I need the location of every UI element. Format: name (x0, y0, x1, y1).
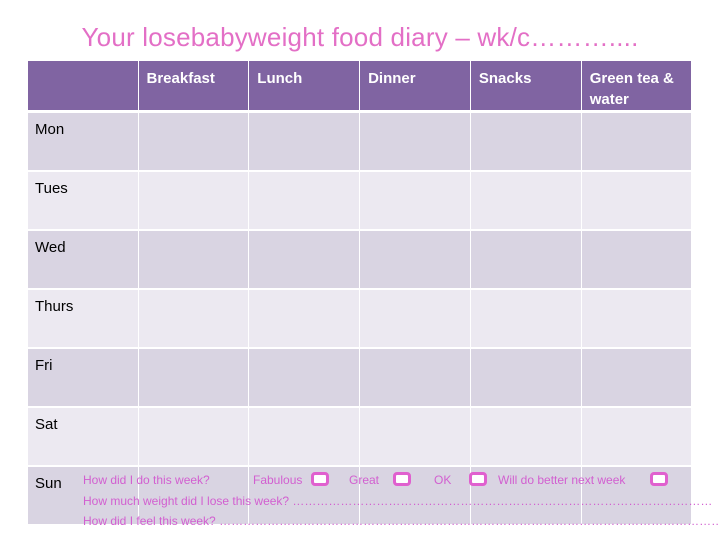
day-label: Wed (28, 230, 139, 290)
diary-cell[interactable] (138, 289, 250, 349)
diary-cell[interactable] (138, 407, 250, 467)
diary-cell[interactable] (248, 466, 361, 526)
header-green-tea-water: Green tea & water (581, 61, 693, 113)
table-row: Fri (28, 348, 693, 408)
diary-cell[interactable] (138, 230, 250, 290)
day-label: Tues (28, 171, 139, 231)
table-row: Wed (28, 230, 693, 290)
diary-cell[interactable] (581, 348, 693, 408)
diary-cell[interactable] (248, 230, 361, 290)
page-title: Your losebabyweight food diary – wk/c………… (81, 22, 639, 52)
diary-cell[interactable] (470, 230, 582, 290)
diary-cell[interactable] (581, 230, 693, 290)
day-label: Thurs (28, 289, 139, 349)
header-dinner: Dinner (359, 61, 471, 113)
great-checkbox[interactable] (393, 472, 411, 486)
header-row: Breakfast Lunch Dinner Snacks Green tea … (28, 61, 693, 113)
diary-cell[interactable] (359, 111, 471, 172)
table-row: Sat (28, 407, 693, 467)
table-row: Mon (28, 111, 693, 172)
feel-question: How did I feel this week? ……………………………………… (83, 514, 720, 528)
table-row: Sun (28, 466, 693, 526)
diary-cell[interactable] (359, 466, 471, 526)
header-lunch: Lunch (248, 61, 361, 113)
week-question-label: How did I do this week? (83, 473, 210, 487)
diary-cell[interactable] (470, 289, 582, 349)
table-row: Thurs (28, 289, 693, 349)
will-do-better-checkbox[interactable] (650, 472, 668, 486)
header-corner (28, 61, 139, 113)
day-label: Sun (28, 466, 139, 526)
diary-cell[interactable] (581, 171, 693, 231)
diary-cell[interactable] (359, 230, 471, 290)
diary-cell[interactable] (470, 171, 582, 231)
diary-cell[interactable] (138, 171, 250, 231)
option-great-label: Great (349, 473, 380, 487)
day-label: Mon (28, 111, 139, 172)
diary-cell[interactable] (248, 171, 361, 231)
diary-cell[interactable] (138, 111, 250, 172)
ok-checkbox[interactable] (469, 472, 487, 486)
weight-lost-question: How much weight did I lose this week? ……… (83, 494, 713, 508)
option-fabulous-label: Fabulous (253, 473, 303, 487)
header-breakfast: Breakfast (138, 61, 250, 113)
diary-cell[interactable] (359, 171, 471, 231)
diary-cell[interactable] (470, 466, 582, 526)
option-will-do-better-label: Will do better next week (498, 473, 626, 487)
header-snacks: Snacks (470, 61, 582, 113)
diary-cell[interactable] (248, 289, 361, 349)
diary-cell[interactable] (470, 111, 582, 172)
diary-cell[interactable] (581, 407, 693, 467)
diary-cell[interactable] (581, 111, 693, 172)
option-ok-label: OK (434, 473, 452, 487)
day-label: Fri (28, 348, 139, 408)
diary-cell[interactable] (248, 348, 361, 408)
day-label: Sat (28, 407, 139, 467)
diary-cell[interactable] (359, 407, 471, 467)
diary-cell[interactable] (248, 407, 361, 467)
diary-cell[interactable] (470, 407, 582, 467)
diary-cell[interactable] (581, 289, 693, 349)
food-diary-table: Breakfast Lunch Dinner Snacks Green tea … (28, 61, 693, 526)
diary-cell[interactable] (359, 289, 471, 349)
table-row: Tues (28, 171, 693, 231)
fabulous-checkbox[interactable] (311, 472, 329, 486)
diary-cell[interactable] (248, 111, 361, 172)
diary-cell[interactable] (138, 466, 250, 526)
diary-cell[interactable] (359, 348, 471, 408)
diary-cell[interactable] (581, 466, 693, 526)
diary-cell[interactable] (470, 348, 582, 408)
diary-cell[interactable] (138, 348, 250, 408)
